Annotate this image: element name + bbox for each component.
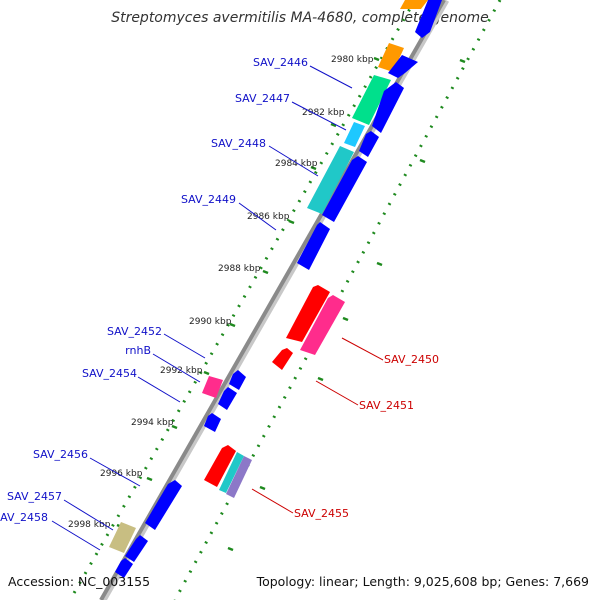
gene-label[interactable]: SAV_2447 (235, 92, 290, 105)
gene-label[interactable]: SAV_2455 (294, 507, 349, 520)
gene-arrow-blue[interactable] (204, 413, 221, 432)
gene-arrow-sav-2448[interactable] (344, 122, 365, 147)
accession-text: Accession: NC_003155 (8, 574, 150, 589)
gene-arrow-blue[interactable] (115, 558, 133, 578)
gene-arrow-blue[interactable] (297, 222, 330, 270)
gene-arrow-blue[interactable] (415, 0, 442, 38)
gene-arrow-rnhb[interactable] (202, 376, 223, 398)
scale-dotted-line-left (68, 0, 417, 600)
map-title: Streptomyces avermitilis MA-4680, comple… (111, 10, 489, 26)
gene-labels-right: SAV_2450 SAV_2451 SAV_2455 (294, 353, 439, 520)
gene-label[interactable]: SAV_2449 (181, 193, 236, 206)
gene-arrow-blue[interactable] (372, 82, 404, 133)
ruler-label: 2990 kbp (189, 317, 232, 327)
gene-label[interactable]: SAV_2457 (7, 490, 62, 503)
gene-label[interactable]: rnhB (125, 344, 151, 357)
gene-arrow-blue[interactable] (388, 55, 418, 78)
gene-arrow-sav-2451[interactable] (300, 295, 345, 355)
gene-label[interactable]: SAV_2452 (107, 325, 162, 338)
gene-arrow-blue[interactable] (359, 131, 379, 157)
gene-arrow-sav-2458[interactable] (125, 535, 148, 562)
gene-arrow-red-small[interactable] (272, 348, 293, 370)
gene-label[interactable]: SAV_2458 (0, 511, 48, 524)
ruler-label: 2986 kbp (247, 212, 290, 222)
genes-blue-forward (115, 0, 442, 578)
genes-left-strand (109, 0, 428, 553)
gene-arrow-top-orange[interactable] (400, 0, 428, 9)
gene-label[interactable]: SAV_2454 (82, 367, 137, 380)
gene-label[interactable]: SAV_2448 (211, 137, 266, 150)
leader-lines (51, 65, 384, 551)
genes-right-strand (204, 285, 345, 498)
gene-arrow-sav-2446[interactable] (378, 43, 404, 72)
ruler-ticks (116, 56, 466, 552)
ruler-label: 2998 kbp (68, 520, 111, 530)
gene-arrow-sav-2455-purple[interactable] (226, 456, 252, 498)
gene-arrow-sav-2447[interactable] (352, 75, 391, 125)
gene-arrow-red[interactable] (204, 445, 236, 487)
gene-label[interactable]: SAV_2446 (253, 56, 308, 69)
ruler-label: 2994 kbp (131, 418, 174, 428)
gene-arrow-sav-2457[interactable] (109, 522, 136, 553)
gene-arrow-sav-2452[interactable] (229, 370, 246, 390)
gene-arrow-blue[interactable] (322, 156, 367, 222)
ruler-label: 2984 kbp (275, 159, 318, 169)
gene-arrow-sav-2449[interactable] (307, 146, 354, 214)
ruler-label: 2988 kbp (218, 264, 261, 274)
ruler-label: 2996 kbp (100, 469, 143, 479)
gene-arrow-sav-2455-teal[interactable] (219, 452, 244, 493)
gene-label[interactable]: SAV_2450 (384, 353, 439, 366)
gene-label[interactable]: SAV_2456 (33, 448, 88, 461)
ruler-label: 2980 kbp (331, 55, 374, 65)
gene-label[interactable]: SAV_2451 (359, 399, 414, 412)
gene-arrow-blue[interactable] (145, 480, 182, 530)
gene-arrow-sav-2454[interactable] (218, 387, 237, 410)
ruler-label: 2982 kbp (302, 108, 345, 118)
gene-arrow-sav-2450[interactable] (286, 285, 330, 342)
gene-labels-left: SAV_2446 SAV_2447 SAV_2448 SAV_2449 SAV_… (0, 56, 308, 524)
genome-summary-text: Topology: linear; Length: 9,025,608 bp; … (256, 574, 589, 589)
